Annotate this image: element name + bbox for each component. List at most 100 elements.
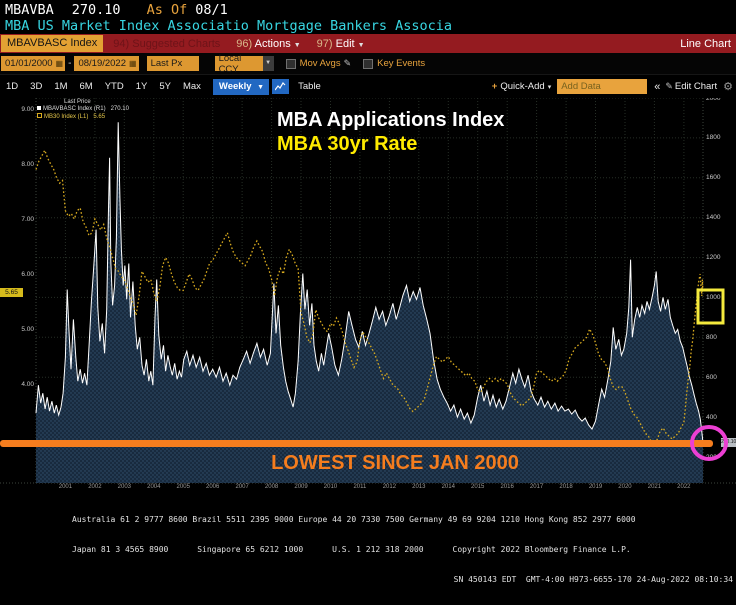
- legend-value: 270.10: [110, 106, 129, 112]
- mov-avgs-label: Mov Avgs: [299, 58, 341, 69]
- suggested-charts-button[interactable]: 94) Suggested Charts: [113, 37, 221, 50]
- x-axis-label: 2022: [677, 484, 691, 490]
- add-data-input[interactable]: Add Data: [557, 79, 648, 94]
- pencil-icon[interactable]: ✎: [343, 58, 352, 68]
- x-axis-label: 2006: [206, 484, 220, 490]
- calendar-icon: ▦: [55, 59, 64, 68]
- footer-contact-line1: Australia 61 2 9777 8600 Brazil 5511 239…: [72, 515, 636, 524]
- tab-range-5y[interactable]: 5Y: [159, 81, 171, 92]
- edit-menu-label: Edit: [335, 37, 355, 50]
- date-to-value: 08/19/2022: [78, 58, 126, 69]
- x-axis-label: 2010: [323, 484, 338, 490]
- frequency-value: Weekly: [218, 80, 252, 92]
- annotation-lowest-since: LOWEST SINCE JAN 2000: [271, 452, 519, 474]
- edit-menu[interactable]: 97) Edit ▼: [317, 38, 365, 50]
- left-axis-label: 7.00: [21, 215, 34, 223]
- footer: Australia 61 2 9777 8600 Brazil 5511 239…: [0, 493, 736, 584]
- line-chart-icon: [275, 82, 286, 91]
- table-button[interactable]: Table: [298, 81, 321, 92]
- footer-session-info: SN 450143 EDT GMT-4:00 H973-6655-170 24-…: [453, 575, 733, 584]
- right-axis-label: 2000: [706, 98, 721, 102]
- x-axis-label: 2021: [647, 484, 662, 490]
- edit-menu-number: 97): [316, 37, 333, 50]
- security-description: MBA US Market Index Associatio Mortgage …: [5, 18, 453, 34]
- legend-value: 5.65: [93, 114, 106, 120]
- chevron-down-icon: ▾: [547, 84, 552, 91]
- frequency-select[interactable]: Weekly ▼: [212, 78, 270, 95]
- x-axis-label: 2011: [353, 484, 367, 490]
- edit-chart-button[interactable]: Edit Chart: [674, 81, 718, 92]
- date-to-input[interactable]: 08/19/2022 ▦: [74, 56, 139, 71]
- pencil-icon: ✎: [665, 81, 673, 91]
- rate-last-value-badge: 5.65: [0, 288, 23, 297]
- legend-row-rate[interactable]: MB30 Index (L1) 5.65: [37, 113, 129, 121]
- applications-area-fill: [36, 122, 703, 484]
- x-axis-label: 2002: [88, 484, 102, 490]
- ticker-symbol: MBAVBA: [5, 2, 54, 18]
- left-axis-label: 5.00: [21, 325, 34, 333]
- legend-label: MB30 Index (L1): [44, 114, 89, 120]
- right-axis-label: 1200: [706, 254, 721, 262]
- actions-menu-label: Actions: [254, 37, 291, 50]
- as-of-label: As Of: [146, 2, 188, 18]
- tab-range-max[interactable]: Max: [182, 81, 201, 92]
- x-axis-label: 2012: [382, 484, 397, 490]
- titlebar: MBAVBA 270.10 As Of 08/1 MBA US Market Inde…: [0, 0, 736, 34]
- x-axis-label: 2009: [294, 484, 308, 490]
- left-axis-label: 9.00: [21, 105, 34, 113]
- left-axis-label: 8.00: [21, 160, 34, 168]
- reference-line-lowest: [0, 440, 713, 447]
- plus-icon: +: [491, 81, 498, 92]
- tab-range-1y[interactable]: 1Y: [135, 81, 148, 92]
- right-axis-label: 800: [706, 333, 717, 341]
- date-from-value: 01/01/2000: [5, 58, 53, 69]
- series-swatch: [37, 113, 42, 118]
- applications-index-line: [35, 122, 704, 444]
- chart-type-label: Line Chart: [680, 37, 731, 50]
- actions-menu-number: 96): [236, 37, 253, 50]
- chevron-down-icon: ▼: [293, 41, 301, 49]
- annotation-30yr-rate: MBA 30yr Rate: [277, 133, 418, 155]
- key-events-label: Key Events: [377, 58, 426, 69]
- x-axis-label: 2003: [117, 484, 132, 490]
- chart-type-button[interactable]: [272, 79, 290, 94]
- x-axis-label: 2004: [147, 484, 161, 490]
- collapse-icon[interactable]: «: [654, 80, 661, 93]
- tab-range-6m[interactable]: 6M: [79, 81, 93, 92]
- tab-bar: 1D 3D 1M 6M YTD 1Y 5Y Max Weekly ▼ Table + Quic…: [0, 74, 736, 98]
- legend-label: MBAVBASC Index (R1): [43, 106, 106, 112]
- x-axis-label: 2015: [471, 484, 485, 490]
- chevron-down-icon: ▼: [257, 83, 265, 91]
- calendar-icon: ▦: [129, 59, 137, 68]
- tab-range-ytd[interactable]: YTD: [104, 81, 124, 92]
- right-axis-label: 1400: [706, 214, 721, 222]
- currency-select[interactable]: Local CCY: [214, 53, 263, 75]
- actions-menu[interactable]: 96) Actions ▼: [236, 38, 300, 50]
- date-from-input[interactable]: 01/01/2000 ▦: [1, 56, 66, 71]
- last-price: 270.10: [71, 2, 121, 18]
- currency-dropdown-arrow[interactable]: ▼: [262, 56, 274, 71]
- legend-row-applications[interactable]: MBAVBASC Index (R1) 270.10: [37, 106, 129, 113]
- tab-range-1m[interactable]: 1M: [54, 81, 68, 92]
- quick-add-button[interactable]: Quick-Add ▾: [500, 81, 551, 92]
- mov-avgs-checkbox[interactable]: [285, 58, 296, 69]
- left-axis-label: 6.00: [21, 270, 34, 278]
- key-events-checkbox[interactable]: [363, 58, 374, 69]
- settings-bar: 01/01/2000 ▦ - 08/19/2022 ▦ Last Px Local …: [0, 53, 736, 75]
- security-tag[interactable]: MBAVBASC Index: [1, 35, 104, 52]
- tab-range-1d[interactable]: 1D: [6, 81, 19, 92]
- right-axis-label: 1600: [706, 174, 721, 182]
- right-axis-label: 1800: [706, 134, 721, 142]
- x-axis-label: 2020: [618, 484, 632, 490]
- chevron-down-icon: ▼: [357, 41, 365, 49]
- x-axis-label: 2017: [529, 484, 544, 490]
- highlight-box-rate-spike: [696, 288, 725, 325]
- date-range-separator: -: [68, 58, 72, 69]
- as-of-date: 08/1: [195, 2, 228, 18]
- price-type-select[interactable]: Last Px: [146, 56, 199, 71]
- tab-range-3d[interactable]: 3D: [30, 81, 43, 92]
- chart-legend: Last Price MBAVBASC Index (R1) 270.10 MB3…: [37, 99, 129, 121]
- left-axis-label: 4.00: [21, 380, 34, 388]
- gear-icon[interactable]: ⚙: [723, 81, 733, 93]
- range-tabs: 1D 3D 1M 6M YTD 1Y 5Y Max: [0, 81, 207, 92]
